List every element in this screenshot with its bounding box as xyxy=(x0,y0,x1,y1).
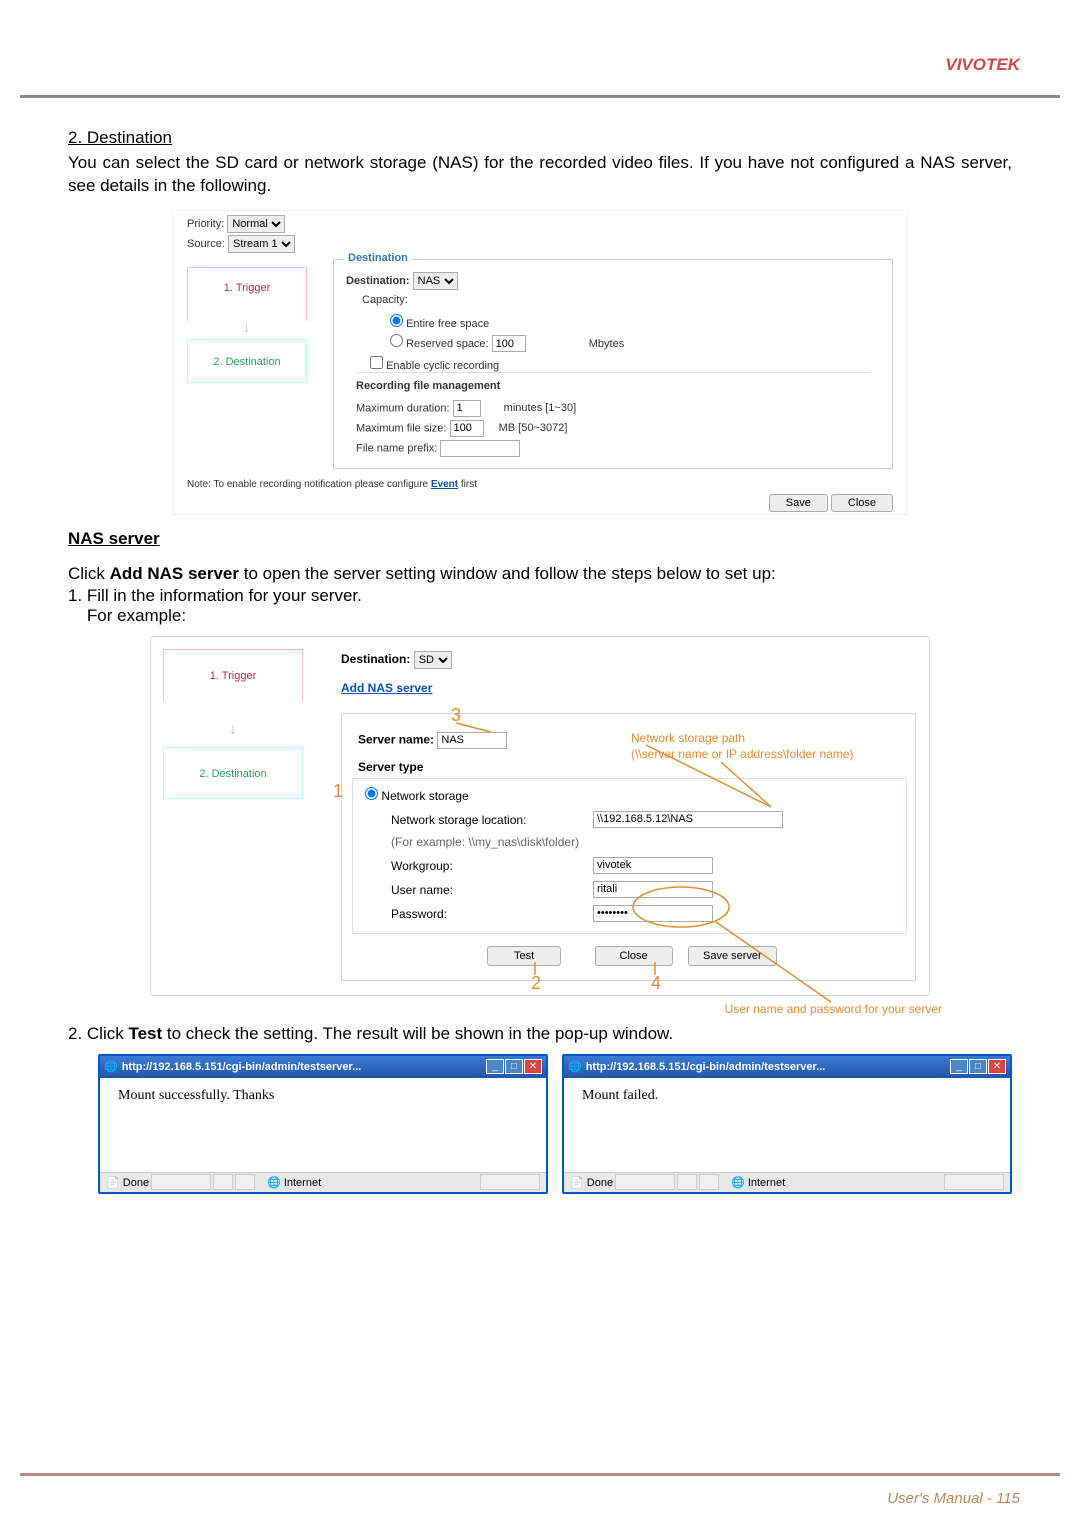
nas-example-text: For example: xyxy=(68,606,1012,626)
ie-icon-2: 🌐 xyxy=(568,1060,582,1073)
step-arrow-icon-2: ↓ xyxy=(229,721,237,739)
add-nas-link[interactable]: Add NAS server xyxy=(341,681,432,695)
nas-p1a: Click xyxy=(68,564,110,583)
status-done-1: 📄 Done xyxy=(106,1176,149,1189)
destination-label: Destination: xyxy=(346,275,410,287)
cyclic-label: Enable cyclic recording xyxy=(386,360,499,372)
max-filesize-input[interactable] xyxy=(450,420,484,437)
storage-location-input[interactable] xyxy=(593,811,783,828)
annot-4: 4 xyxy=(651,973,661,994)
ie-icon: 🌐 xyxy=(104,1060,118,1073)
minimize-icon[interactable]: _ xyxy=(486,1059,504,1074)
dest-label-2: Destination: xyxy=(341,652,410,666)
filename-prefix-label: File name prefix: xyxy=(356,442,437,454)
capacity-reserved-radio[interactable] xyxy=(390,334,403,347)
status-done-2: 📄 Done xyxy=(570,1176,613,1189)
popup-fail: 🌐 http://192.168.5.151/cgi-bin/admin/tes… xyxy=(562,1054,1012,1194)
step-trigger-2[interactable]: 1. Trigger xyxy=(163,649,303,701)
storage-location-label: Network storage location: xyxy=(391,813,526,827)
maximize-icon[interactable]: □ xyxy=(505,1059,523,1074)
nas-p1c: to open the server setting window and fo… xyxy=(239,564,776,583)
close-icon-2[interactable]: ✕ xyxy=(988,1059,1006,1074)
capacity-entire-radio[interactable] xyxy=(390,314,403,327)
note-text: Note: To enable recording notification p… xyxy=(187,479,428,490)
storage-location-example: (For example: \\my_nas\disk\folder) xyxy=(391,835,579,849)
close-button[interactable]: Close xyxy=(831,494,893,512)
max-filesize-hint: MB [50~3072] xyxy=(499,422,568,434)
status-internet-1: 🌐 Internet xyxy=(267,1176,321,1189)
username-label: User name: xyxy=(391,883,453,897)
password-label: Password: xyxy=(391,907,447,921)
step2-a: 2. Click xyxy=(68,1024,128,1043)
cyclic-checkbox[interactable] xyxy=(370,356,383,369)
workgroup-input[interactable] xyxy=(593,857,713,874)
popup-success-text: Mount successfully. Thanks xyxy=(100,1078,546,1172)
reserved-space-unit: Mbytes xyxy=(589,338,624,350)
destination-select[interactable]: NAS xyxy=(413,272,458,290)
file-mgmt-title: Recording file management xyxy=(356,380,500,392)
section-destination-title: 2. Destination xyxy=(68,128,1012,148)
footer-text: User's Manual - 115 xyxy=(0,1476,1080,1507)
minimize-icon-2[interactable]: _ xyxy=(950,1059,968,1074)
server-name-label: Server name: xyxy=(358,732,434,746)
step-destination-2[interactable]: 2. Destination xyxy=(163,747,303,799)
username-input[interactable] xyxy=(593,881,713,898)
step2-b: Test xyxy=(128,1024,162,1043)
annot-credentials: User name and password for your server xyxy=(68,1002,1012,1016)
password-input[interactable] xyxy=(593,905,713,922)
capacity-label: Capacity: xyxy=(362,294,408,306)
priority-label: Priority: xyxy=(187,218,224,230)
source-select[interactable]: Stream 1 xyxy=(228,235,295,253)
annot-path-a: Network storage path xyxy=(631,731,745,745)
popup-url-1: http://192.168.5.151/cgi-bin/admin/tests… xyxy=(122,1061,362,1073)
nas-server-title: NAS server xyxy=(68,529,1012,549)
capacity-reserved-label: Reserved space: xyxy=(406,338,489,350)
max-duration-hint: minutes [1~30] xyxy=(504,402,576,414)
dest-select-2[interactable]: SD xyxy=(414,651,452,669)
network-storage-label: Network storage xyxy=(381,789,468,803)
capacity-entire-label: Entire free space xyxy=(406,318,489,330)
note-event-link[interactable]: Event xyxy=(431,479,458,490)
max-filesize-label: Maximum file size: xyxy=(356,422,446,434)
maximize-icon-2[interactable]: □ xyxy=(969,1059,987,1074)
max-duration-label: Maximum duration: xyxy=(356,402,450,414)
recording-settings-panel: Priority: Normal Source: Stream 1 1. Tri… xyxy=(172,210,908,515)
nas-config-panel: 1. Trigger ↓ 2. Destination Destination:… xyxy=(150,636,930,996)
filename-prefix-input[interactable] xyxy=(440,440,520,457)
brand-label: VIVOTEK xyxy=(945,55,1020,75)
workgroup-label: Workgroup: xyxy=(391,859,453,873)
step-trigger[interactable]: 1. Trigger xyxy=(187,267,307,321)
note-tail: first xyxy=(461,479,477,490)
close-icon[interactable]: ✕ xyxy=(524,1059,542,1074)
network-storage-radio[interactable] xyxy=(365,787,378,800)
test-button[interactable]: Test xyxy=(487,946,561,966)
save-server-button[interactable]: Save server xyxy=(688,946,777,966)
status-internet-2: 🌐 Internet xyxy=(731,1176,785,1189)
save-button[interactable]: Save xyxy=(769,494,828,512)
step2-c: to check the setting. The result will be… xyxy=(162,1024,673,1043)
section-destination-text: You can select the SD card or network st… xyxy=(68,152,1012,198)
nas-step1-text: 1. Fill in the information for your serv… xyxy=(68,586,1012,606)
max-duration-input[interactable] xyxy=(453,400,481,417)
close-button-2[interactable]: Close xyxy=(595,946,673,966)
popup-url-2: http://192.168.5.151/cgi-bin/admin/tests… xyxy=(586,1061,826,1073)
annot-3: 3 xyxy=(451,705,461,726)
priority-select[interactable]: Normal xyxy=(227,215,285,233)
step-destination[interactable]: 2. Destination xyxy=(187,339,307,383)
annot-path-b: (\\server name or IP address\folder name… xyxy=(631,747,854,761)
destination-legend: Destination xyxy=(344,252,412,264)
step-arrow-icon: ↓ xyxy=(243,319,250,335)
server-type-label: Server type xyxy=(358,760,423,774)
server-name-input[interactable] xyxy=(437,732,507,749)
popup-fail-text: Mount failed. xyxy=(564,1078,1010,1172)
source-label: Source: xyxy=(187,238,225,250)
popup-success: 🌐 http://192.168.5.151/cgi-bin/admin/tes… xyxy=(98,1054,548,1194)
annot-1: 1 xyxy=(333,781,343,802)
reserved-space-input[interactable] xyxy=(492,335,526,352)
annot-2: 2 xyxy=(531,973,541,994)
nas-p1b: Add NAS server xyxy=(110,564,239,583)
